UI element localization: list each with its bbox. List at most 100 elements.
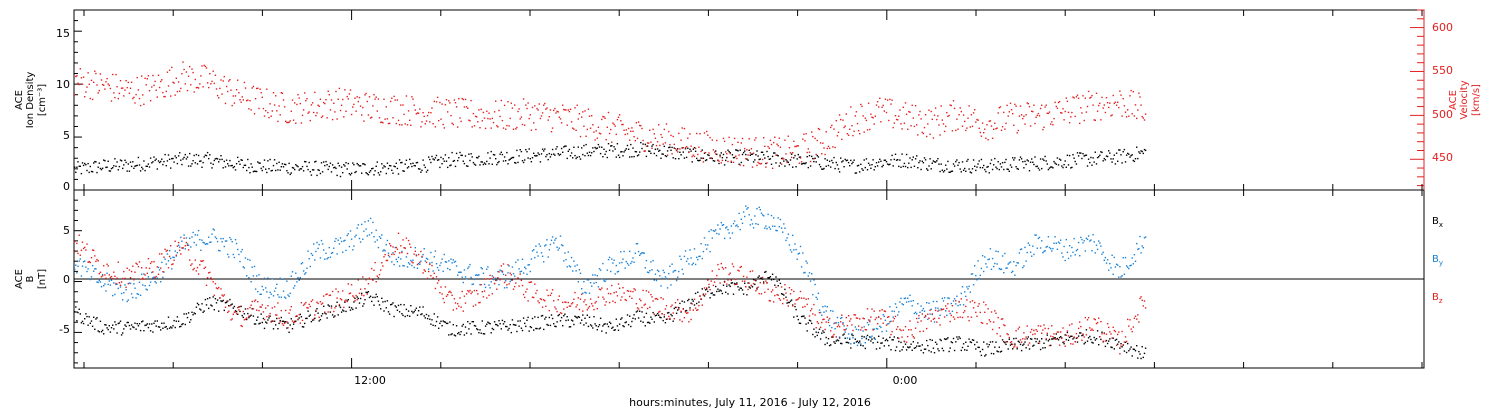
bx-point — [962, 343, 965, 345]
bz-point — [913, 337, 916, 339]
by-point — [1120, 276, 1122, 278]
by-point — [656, 269, 659, 271]
by-point — [646, 271, 649, 273]
ion-density-point — [365, 172, 367, 174]
bx-point — [961, 346, 964, 349]
ion-density-point — [912, 156, 914, 158]
velocity-point — [239, 99, 241, 101]
ion-density-point — [270, 170, 272, 172]
bx-point — [311, 319, 314, 321]
bx-point — [136, 323, 138, 325]
ion-density-point — [357, 164, 359, 166]
bx-point — [824, 343, 826, 346]
ion-density-point — [366, 173, 368, 175]
bz-point — [180, 253, 182, 255]
velocity-point — [243, 81, 246, 84]
by-point — [1007, 263, 1009, 265]
velocity-point — [662, 143, 664, 145]
ion-density-point — [816, 154, 818, 157]
bz-point — [518, 285, 520, 287]
ion-density-point — [779, 162, 782, 164]
ion-density-point — [798, 156, 801, 158]
bz-point — [414, 250, 416, 252]
bz-point — [1033, 329, 1035, 332]
bx-point — [1089, 335, 1091, 338]
velocity-point — [301, 114, 304, 117]
bz-point — [104, 274, 106, 276]
by-point — [687, 258, 689, 260]
bx-point — [957, 338, 959, 340]
by-point — [372, 221, 374, 224]
ion-density-point — [276, 162, 278, 165]
bx-point — [708, 286, 710, 288]
by-point — [822, 306, 824, 308]
bz-point — [148, 267, 151, 270]
by-point — [265, 287, 267, 289]
bx-point — [939, 338, 941, 341]
bz-point — [833, 333, 835, 336]
by-point — [381, 234, 383, 236]
bz-point — [914, 327, 917, 329]
ion-density-point — [1074, 160, 1076, 163]
velocity-point — [380, 121, 382, 124]
bz-point — [656, 298, 659, 301]
bx-point — [1008, 338, 1010, 340]
ion-density-point — [421, 169, 423, 172]
ion-density-point — [557, 153, 559, 155]
ion-density-point — [1005, 158, 1007, 161]
velocity-point — [659, 144, 661, 147]
ion-density-point — [495, 158, 497, 160]
by-point — [675, 279, 678, 282]
by-point — [582, 292, 584, 294]
bx-point — [747, 282, 749, 284]
by-point — [417, 262, 420, 265]
bx-point — [545, 316, 547, 318]
by-point — [143, 273, 145, 275]
velocity-point — [693, 155, 696, 158]
ion-density-point — [224, 166, 227, 168]
bz-point — [566, 306, 568, 308]
bx-point — [425, 313, 428, 316]
bx-point — [575, 316, 577, 318]
ion-density-point — [649, 150, 651, 152]
velocity-point — [487, 117, 489, 120]
bx-point — [110, 327, 113, 329]
bx-point — [1064, 334, 1066, 336]
velocity-point — [885, 111, 888, 114]
ion-density-point — [749, 154, 751, 156]
bz-point — [265, 307, 267, 309]
bz-point — [184, 245, 186, 247]
bx-point — [511, 319, 514, 321]
velocity-point — [655, 144, 658, 147]
by-point — [280, 296, 282, 298]
bz-point — [528, 281, 530, 284]
by-point — [811, 273, 813, 275]
bz-point — [492, 276, 495, 278]
ion-density-point — [1024, 160, 1026, 163]
velocity-point — [722, 137, 725, 140]
velocity-point — [156, 96, 158, 98]
velocity-point — [685, 146, 688, 148]
velocity-point — [574, 107, 576, 109]
velocity-point — [193, 91, 195, 93]
bz-point — [1140, 296, 1142, 298]
velocity-point — [1123, 105, 1126, 107]
by-point — [385, 244, 387, 246]
bz-point — [1121, 330, 1123, 333]
bx-point — [930, 351, 932, 353]
bx-point — [1119, 347, 1121, 349]
bx-point — [191, 311, 193, 313]
velocity-point — [302, 109, 305, 111]
ion-density-point — [540, 153, 543, 155]
velocity-point — [89, 97, 91, 100]
velocity-point — [988, 120, 990, 122]
ion-density-point — [851, 162, 853, 165]
velocity-point — [489, 118, 491, 120]
ion-density-point — [873, 169, 875, 171]
velocity-point — [76, 75, 78, 77]
bz-point — [835, 336, 837, 338]
by-point — [1010, 271, 1013, 274]
ion-density-point — [1132, 159, 1134, 162]
velocity-point — [948, 114, 950, 117]
bx-point — [292, 323, 295, 325]
